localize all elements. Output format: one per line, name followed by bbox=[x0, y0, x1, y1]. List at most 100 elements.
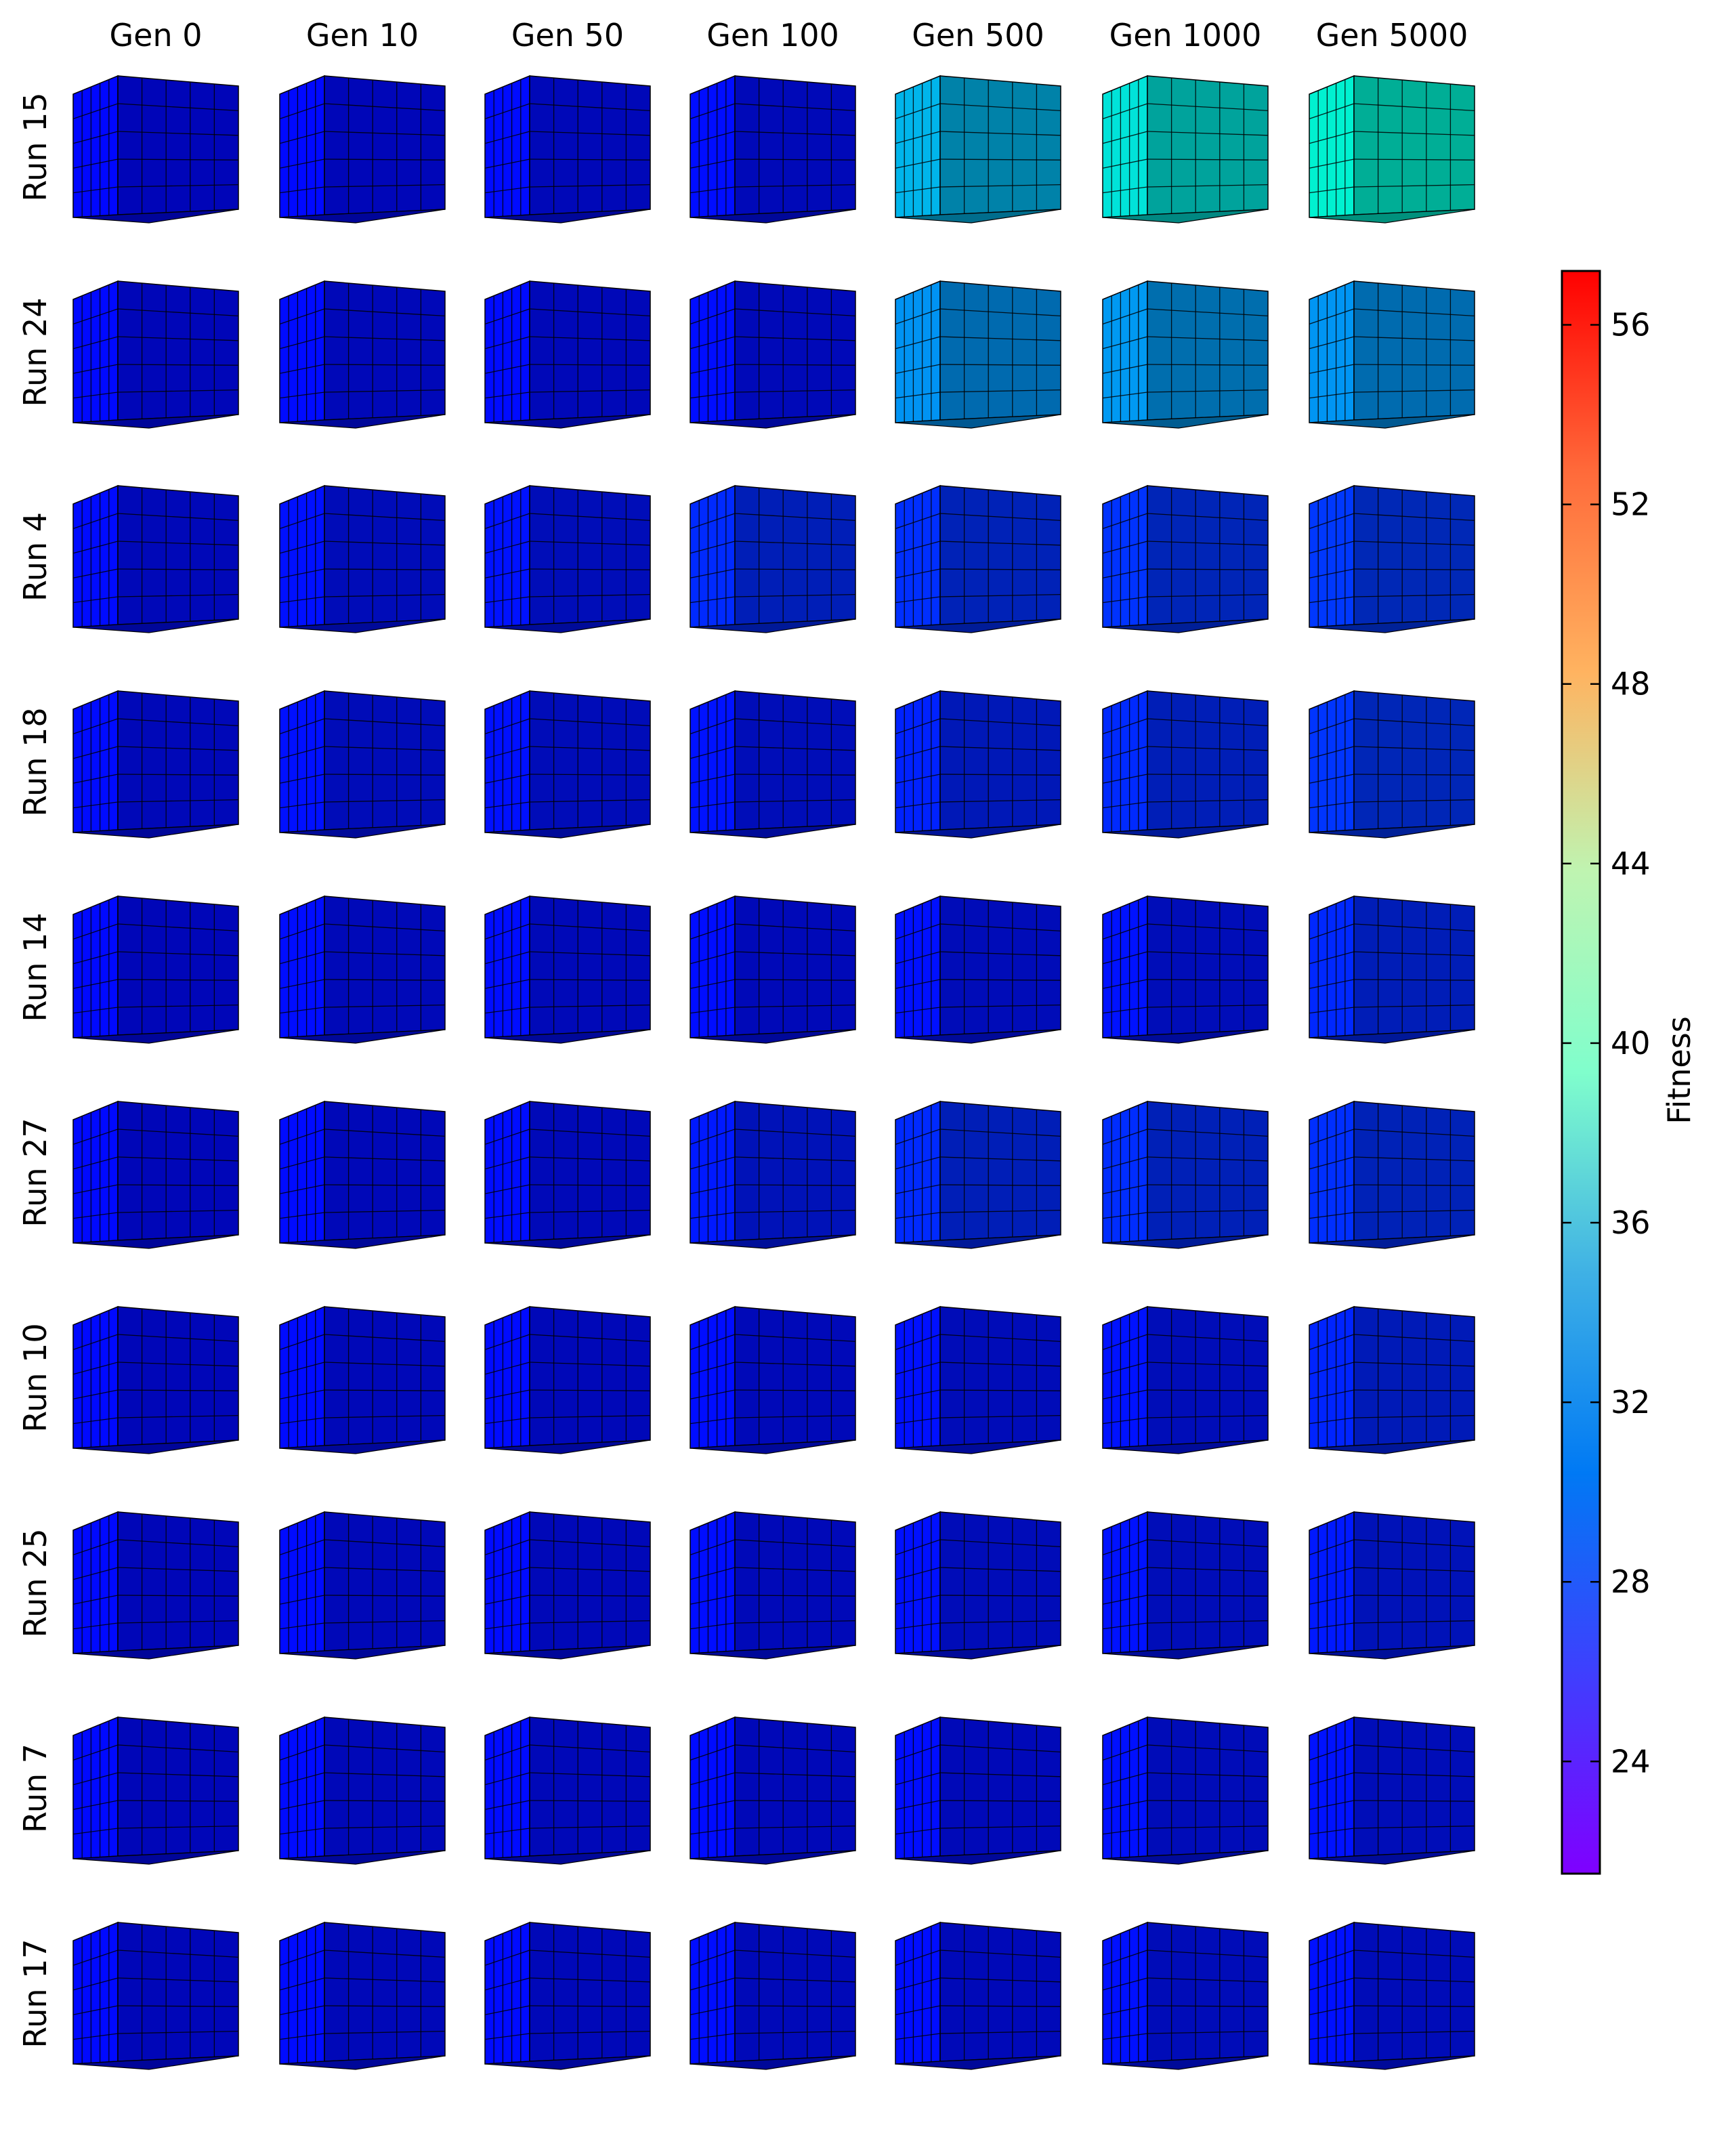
cube-grid-line bbox=[690, 513, 736, 530]
cube-left-face bbox=[72, 1921, 119, 2065]
cube-grid-line bbox=[1309, 1977, 1355, 1991]
cube-left-face bbox=[279, 280, 325, 423]
cube-cell bbox=[484, 1305, 651, 1454]
cube-grid-line bbox=[484, 1362, 530, 1375]
cube-grid-line bbox=[1102, 103, 1148, 120]
cube-grid-line bbox=[1353, 746, 1475, 751]
cube-left-face bbox=[279, 484, 325, 628]
cube-grid-line bbox=[324, 1389, 446, 1391]
cube-grid-line bbox=[939, 1334, 1061, 1343]
cube-grid-line bbox=[895, 513, 941, 530]
cube-left-face bbox=[690, 484, 736, 628]
cube-right-face bbox=[324, 1922, 446, 2062]
cube-cell bbox=[1102, 690, 1269, 839]
cube-grid-line bbox=[279, 1800, 325, 1810]
cube-grid-line bbox=[1102, 1539, 1148, 1556]
cube-grid-line bbox=[734, 513, 856, 522]
cube-cell bbox=[484, 1511, 651, 1660]
cube-grid-line bbox=[1309, 568, 1355, 578]
cube-grid-line bbox=[1309, 951, 1355, 965]
cube-grid-line bbox=[72, 1977, 119, 1991]
cube-grid-line bbox=[939, 923, 1061, 932]
cube-cell bbox=[484, 1716, 651, 1865]
cube-grid-line bbox=[117, 308, 239, 317]
cube-cell bbox=[690, 1716, 856, 1865]
cube-bottom-face bbox=[895, 209, 1061, 224]
cube-grid-line bbox=[734, 1156, 856, 1162]
cube-grid-line bbox=[734, 923, 856, 932]
cube-grid-line bbox=[1102, 392, 1148, 399]
cube-grid-line bbox=[484, 131, 530, 144]
cube-grid-line bbox=[1102, 1828, 1148, 1835]
cube-grid-line bbox=[1353, 1744, 1475, 1753]
cube-right-face bbox=[734, 1511, 856, 1651]
cube-grid-line bbox=[939, 1414, 1061, 1418]
cube-left-face bbox=[895, 1100, 941, 1244]
cube-grid-line bbox=[895, 1156, 941, 1170]
cube-grid-line bbox=[1353, 1209, 1475, 1213]
cube-left-face bbox=[279, 1921, 325, 2065]
cube-grid-line bbox=[734, 1389, 856, 1391]
cube-right-face bbox=[939, 1511, 1061, 1651]
colorbar-tick-label: 56 bbox=[1611, 307, 1651, 343]
cube-grid-line bbox=[690, 718, 736, 735]
cube-grid-line bbox=[895, 1212, 941, 1219]
cube-grid-line bbox=[1353, 1004, 1475, 1008]
cube-grid-line bbox=[734, 1362, 856, 1367]
cube-grid-line bbox=[1309, 103, 1355, 120]
cube-grid-line bbox=[734, 1209, 856, 1213]
cube-grid-line bbox=[484, 1595, 530, 1605]
cube-cell bbox=[72, 484, 239, 633]
cube-bottom-face bbox=[484, 209, 651, 224]
cube-grid-line bbox=[484, 1828, 530, 1835]
cube-grid-line bbox=[734, 1129, 856, 1137]
cube-right-face bbox=[529, 280, 651, 421]
cube-left-face bbox=[690, 1511, 736, 1654]
cube-right-face bbox=[734, 1922, 856, 2062]
cube-right-face bbox=[117, 1306, 239, 1446]
cube-grid-line bbox=[1102, 186, 1148, 194]
cube-grid-line bbox=[529, 746, 651, 751]
cube-grid-line bbox=[1102, 364, 1148, 374]
cube-grid-line bbox=[324, 1620, 446, 1624]
cube-grid-line bbox=[1353, 1129, 1475, 1137]
cube-grid-line bbox=[1353, 103, 1475, 112]
cube-grid-line bbox=[939, 1595, 1061, 1597]
cube-grid-line bbox=[279, 746, 325, 759]
cube-right-face bbox=[939, 280, 1061, 421]
cube-grid-line bbox=[734, 746, 856, 751]
cube-grid-line bbox=[895, 1800, 941, 1810]
cube-grid-line bbox=[1309, 1156, 1355, 1170]
cube-grid-line bbox=[1102, 1417, 1148, 1425]
cube-grid-line bbox=[484, 951, 530, 965]
cube-grid-line bbox=[72, 541, 119, 554]
cube-grid-line bbox=[734, 184, 856, 188]
cube-grid-line bbox=[72, 186, 119, 194]
cube-grid-line bbox=[1147, 1800, 1269, 1802]
cube-grid-line bbox=[1353, 951, 1475, 956]
cube-grid-line bbox=[1102, 1800, 1148, 1810]
cube-grid-line bbox=[939, 1567, 1061, 1572]
cube-left-face bbox=[690, 1716, 736, 1859]
cube-grid-line bbox=[1147, 1389, 1269, 1391]
cube-grid-line bbox=[939, 593, 1061, 597]
cube-right-face bbox=[1147, 1511, 1269, 1651]
cube-grid-line bbox=[690, 131, 736, 144]
cube-grid-line bbox=[279, 1334, 325, 1351]
cube-grid-line bbox=[734, 131, 856, 136]
cube-bottom-face bbox=[690, 618, 856, 633]
cube-grid-line bbox=[279, 1828, 325, 1835]
cube-grid-line bbox=[324, 1539, 446, 1548]
cube-grid-line bbox=[279, 103, 325, 120]
cube-bottom-face bbox=[279, 2055, 446, 2070]
cube-cell bbox=[484, 75, 651, 224]
cube-grid-line bbox=[279, 541, 325, 554]
cube-cell bbox=[279, 1511, 446, 1660]
cube-grid-line bbox=[72, 1129, 119, 1145]
cube-bottom-face bbox=[1309, 1439, 1475, 1454]
cube-bottom-face bbox=[72, 1439, 239, 1454]
cube-right-face bbox=[734, 1717, 856, 1857]
cube-cell bbox=[1309, 280, 1475, 429]
cube-grid-line bbox=[1309, 159, 1355, 169]
cube-grid-line bbox=[895, 2033, 941, 2040]
